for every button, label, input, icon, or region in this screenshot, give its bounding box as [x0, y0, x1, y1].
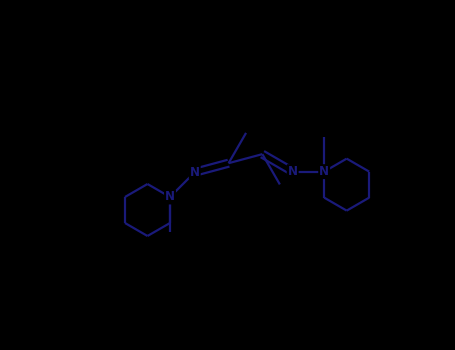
Text: N: N [190, 166, 200, 179]
Text: N: N [288, 165, 298, 178]
Text: N: N [319, 165, 329, 178]
Text: N: N [165, 190, 175, 203]
